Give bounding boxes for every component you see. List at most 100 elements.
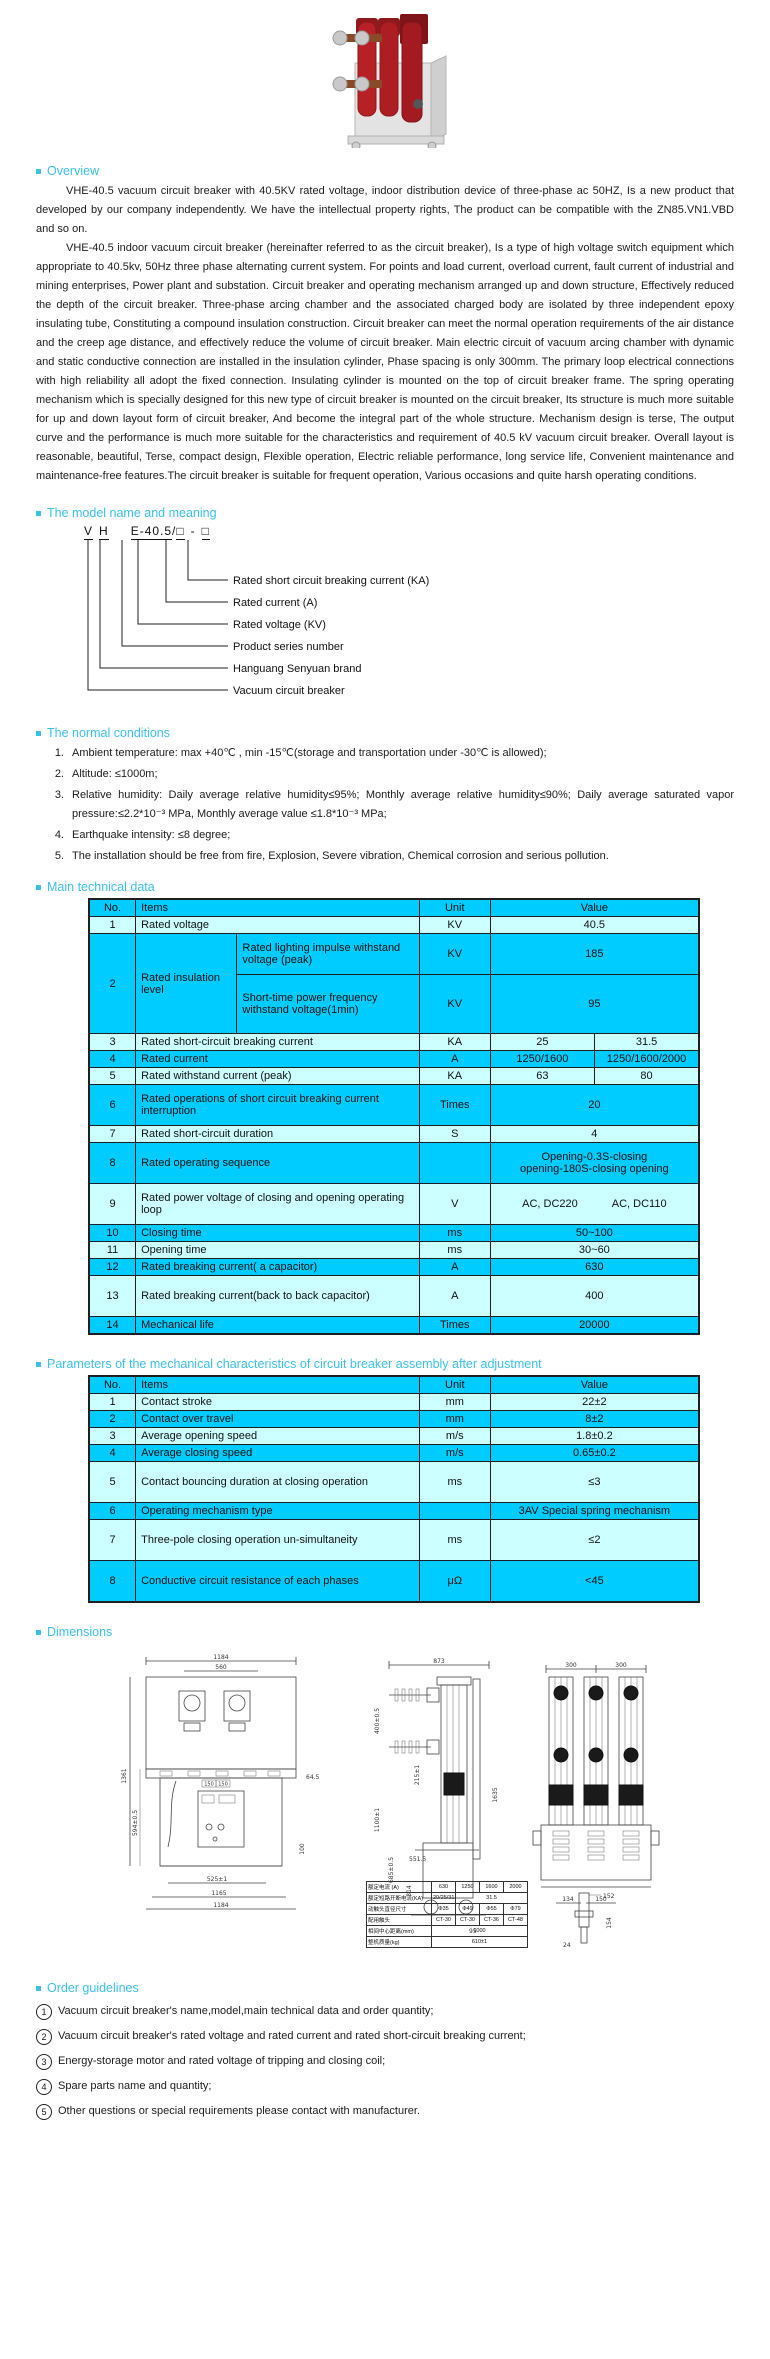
operating-sequence-line2: opening-180S-closing opening <box>520 1163 669 1175</box>
table-row: 14 Mechanical life Times 20000 <box>88 1316 700 1335</box>
section-title: The normal conditions <box>47 726 170 740</box>
condition-text: Altitude: ≤1000m; <box>72 768 158 780</box>
svg-text:560: 560 <box>215 1664 227 1671</box>
power-voltage-option-2: AC, DC110 <box>611 1198 667 1210</box>
order-guidelines-list: 1 Vacuum circuit breaker's name,model,ma… <box>36 1999 734 2124</box>
table-row: 1 Contact stroke mm 22±2 <box>88 1393 700 1411</box>
table-row: 6 Operating mechanism type 3AV Special s… <box>88 1502 700 1520</box>
model-code-part: - <box>190 524 196 538</box>
front-view-drawing: 1184 560 1361 594±0.5 150 150 525±1 116 <box>121 1654 320 1910</box>
svg-text:685±0.5: 685±0.5 <box>388 1857 395 1883</box>
table-row: 5 Contact bouncing duration at closing o… <box>88 1461 700 1503</box>
circled-number: 1 <box>36 2004 52 2020</box>
circled-number: 4 <box>36 2079 52 2095</box>
condition-number: 1. <box>54 747 64 759</box>
table-row: 配用触头 CT-30 CT-30 CT-36 CT-48 <box>366 1914 528 1926</box>
condition-item: 4. Earthquake intensity: ≤8 degree; <box>36 826 734 845</box>
order-text: Other questions or special requirements … <box>58 2105 420 2117</box>
table-row: 7 Three-pole closing operation un-simult… <box>88 1519 700 1561</box>
svg-text:1184: 1184 <box>213 1654 228 1661</box>
model-code-part: / <box>172 524 177 538</box>
detail-drawing: 152 154 24 <box>563 1892 615 1949</box>
rear-view-drawing: 300 300 134 150 <box>532 1662 660 1904</box>
table-row: 13 Rated breaking current(back to back c… <box>88 1275 700 1317</box>
product-photo <box>332 14 447 151</box>
table-row: 动触头直径尺寸 Φ35 Φ49 Φ55 Φ79 <box>366 1903 528 1915</box>
model-label: Rated current (A) <box>233 597 318 609</box>
table-row: 12 Rated breaking current( a capacitor) … <box>88 1258 700 1276</box>
section-main-technical-data: Main technical data <box>36 880 734 894</box>
svg-text:100: 100 <box>299 1843 306 1855</box>
condition-text: Ambient temperature: max +40℃ , min -15℃… <box>72 747 547 759</box>
order-item: 1 Vacuum circuit breaker's name,model,ma… <box>36 1999 734 2024</box>
col-unit: Unit <box>418 1375 491 1394</box>
col-unit: Unit <box>418 898 491 917</box>
model-code-part: H <box>99 524 109 540</box>
model-connector-lines <box>87 540 228 691</box>
condition-text: Relative humidity: Daily average relativ… <box>72 789 734 820</box>
table-row: 7 Rated short-circuit duration S 4 <box>88 1125 700 1143</box>
svg-text:150: 150 <box>218 1782 228 1788</box>
table-row: 额定短路开断电流(KA) 20/25/31.5 31.5 <box>366 1892 528 1904</box>
condition-number: 3. <box>54 789 64 801</box>
table-row: 11 Opening time ms 30~60 <box>88 1241 700 1259</box>
section-overview: Overview <box>36 164 734 178</box>
section-model: The model name and meaning <box>36 506 734 520</box>
condition-text: Earthquake intensity: ≤8 degree; <box>72 829 231 841</box>
svg-text:594±0.5: 594±0.5 <box>132 1810 139 1836</box>
model-code-part: E-40.5 <box>130 524 173 540</box>
order-text: Spare parts name and quantity; <box>58 2080 212 2092</box>
condition-number: 5. <box>54 850 64 862</box>
svg-text:134: 134 <box>562 1896 574 1903</box>
pole-columns <box>548 1676 644 1826</box>
table-row: 6 Rated operations of short circuit brea… <box>88 1084 700 1126</box>
col-value: Value <box>489 1375 700 1394</box>
svg-text:1100±1: 1100±1 <box>374 1808 381 1832</box>
svg-text:150: 150 <box>204 1782 214 1788</box>
table-header-row: No. Items Unit Value <box>88 898 700 917</box>
order-text: Vacuum circuit breaker's name,model,main… <box>58 2005 434 2017</box>
table-row: 整机质量(kg) 610±1 <box>366 1936 528 1948</box>
svg-text:1184: 1184 <box>213 1902 228 1909</box>
model-label: Vacuum circuit breaker <box>233 685 345 697</box>
main-technical-data-table: No. Items Unit Value 1 Rated voltage KV … <box>88 898 700 1335</box>
section-title: The model name and meaning <box>47 506 217 520</box>
order-text: Energy-storage motor and rated voltage o… <box>58 2055 386 2067</box>
table-row: 4 Rated current A 1250/1600 1250/1600/20… <box>88 1050 700 1068</box>
svg-text:154: 154 <box>606 1917 613 1929</box>
condition-item: 2. Altitude: ≤1000m; <box>36 765 734 784</box>
table-row: 3 Average opening speed m/s 1.8±0.2 <box>88 1427 700 1445</box>
table-row: 1 Rated voltage KV 40.5 <box>88 916 700 934</box>
model-labels: Rated short circuit breaking current (KA… <box>233 570 429 702</box>
svg-text:1361: 1361 <box>121 1768 128 1783</box>
operating-sequence-line1: Opening-0.3S-closing <box>541 1151 648 1163</box>
svg-text:300: 300 <box>615 1662 627 1669</box>
table-header-row: No. Items Unit Value <box>88 1375 700 1394</box>
table-row: 2 Contact over travel mm 8±2 <box>88 1410 700 1428</box>
power-voltage-option-1: AC, DC220 <box>522 1198 578 1210</box>
section-bullet-icon <box>36 1985 41 1991</box>
circled-number: 2 <box>36 2029 52 2045</box>
table-row: 额定电流 (A) 630 1250 1600 2000 <box>366 1881 528 1893</box>
svg-text:24: 24 <box>563 1942 571 1949</box>
section-order-guidelines: Order guidelines <box>36 1981 734 1995</box>
table-row: 相间中心距离(mm) 1000 <box>366 1925 528 1937</box>
table-row: 4 Average closing speed m/s 0.65±0.2 <box>88 1444 700 1462</box>
table-row: 8 Rated operating sequence Opening-0.3S-… <box>88 1142 700 1184</box>
order-item: 3 Energy-storage motor and rated voltage… <box>36 2049 734 2074</box>
model-code-part: □ <box>201 524 210 540</box>
model-code: V H E-40.5/□ - □ <box>84 524 210 540</box>
model-label: Hanguang Senyuan brand <box>233 663 362 675</box>
section-bullet-icon <box>36 884 41 890</box>
order-text: Vacuum circuit breaker's rated voltage a… <box>58 2030 526 2042</box>
condition-item: 3. Relative humidity: Daily average rela… <box>36 786 734 824</box>
section-bullet-icon <box>36 1629 41 1635</box>
svg-text:150: 150 <box>595 1896 607 1903</box>
section-bullet-icon <box>36 1361 41 1367</box>
svg-text:152: 152 <box>603 1893 615 1900</box>
section-conditions: The normal conditions <box>36 726 734 740</box>
section-bullet-icon <box>36 510 41 516</box>
condition-item: 5. The installation should be free from … <box>36 847 734 866</box>
condition-text: The installation should be free from fir… <box>72 850 609 862</box>
section-mechanical-parameters: Parameters of the mechanical characteris… <box>36 1357 734 1371</box>
